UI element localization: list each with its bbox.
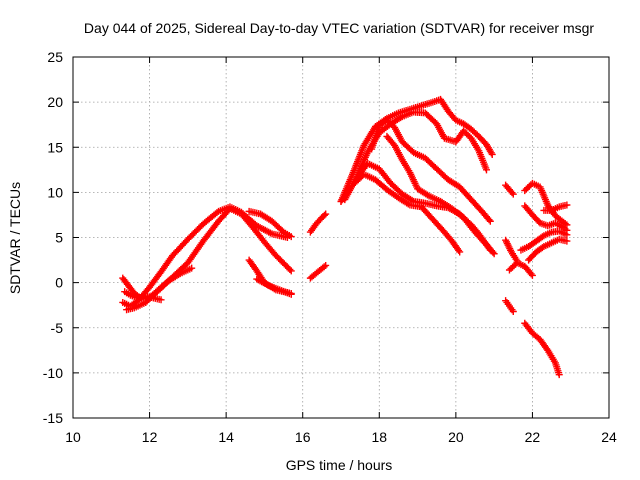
data-point — [482, 166, 490, 174]
chart-title: Day 044 of 2025, Sidereal Day-to-day VTE… — [84, 20, 594, 36]
data-point — [188, 264, 196, 272]
data-point — [287, 267, 295, 275]
y-tick-label: 0 — [55, 275, 63, 291]
data-point — [563, 237, 571, 245]
data-point — [563, 231, 571, 239]
data-point — [322, 261, 330, 269]
data-point — [287, 290, 295, 298]
data-point — [157, 296, 165, 304]
y-tick-label: 15 — [47, 139, 63, 155]
axis-ticks: 10 12 14 16 18 20 22 24 -15 -10 -5 0 5 10 15 20 25 — [43, 49, 617, 445]
series-track-25 — [525, 235, 571, 264]
data-point — [455, 246, 463, 254]
data-point — [508, 189, 516, 197]
y-tick-label: -10 — [43, 365, 63, 381]
data-point — [322, 210, 330, 218]
grid-lines — [73, 57, 609, 418]
data-point — [509, 190, 517, 198]
data-point — [320, 211, 328, 219]
series-track-15 — [383, 132, 498, 258]
x-tick-label: 16 — [295, 429, 311, 445]
y-tick-label: 20 — [47, 94, 63, 110]
series-track-22 — [540, 201, 571, 214]
y-tick-label: 25 — [47, 49, 63, 65]
data-point — [528, 271, 536, 279]
series-track-18 — [521, 319, 563, 379]
series-track-24 — [517, 227, 571, 254]
x-tick-label: 10 — [65, 429, 81, 445]
series-track-5 — [245, 207, 295, 241]
y-tick-label: 10 — [47, 184, 63, 200]
x-tick-label: 24 — [601, 429, 617, 445]
data-point — [563, 201, 571, 209]
data-point — [287, 233, 295, 241]
data-point — [509, 308, 517, 316]
data-point — [456, 248, 464, 256]
series-track-8 — [306, 261, 330, 282]
x-tick-label: 22 — [525, 429, 541, 445]
series-track-16 — [502, 181, 517, 198]
x-tick-label: 18 — [371, 429, 387, 445]
plot-frame — [72, 56, 610, 419]
data-point — [485, 216, 493, 224]
series-track-7 — [253, 275, 295, 298]
x-tick-label: 12 — [142, 429, 158, 445]
data-point — [488, 150, 496, 158]
data-point — [320, 263, 328, 271]
data-point — [486, 217, 494, 225]
series-track-1 — [119, 203, 291, 310]
series-track-23 — [521, 202, 571, 234]
x-tick-label: 14 — [218, 429, 234, 445]
y-tick-label: 5 — [55, 230, 63, 246]
y-axis-label: SDTVAR / TECUs — [7, 182, 23, 294]
x-tick-label: 20 — [448, 429, 464, 445]
series-track-12 — [368, 116, 494, 225]
series-track-9 — [306, 210, 330, 236]
data-point — [490, 250, 498, 258]
x-axis-label: GPS time / hours — [286, 457, 393, 473]
data-points — [119, 95, 571, 379]
series-track-2 — [123, 205, 295, 314]
y-tick-label: -5 — [51, 320, 64, 336]
y-tick-label: -15 — [43, 410, 63, 426]
series-track-4 — [121, 288, 165, 304]
data-point — [286, 265, 294, 273]
series-track-14 — [337, 170, 464, 256]
data-point — [489, 248, 497, 256]
data-point — [555, 371, 563, 379]
data-point — [527, 270, 535, 278]
series-track-20 — [505, 259, 536, 279]
series-track-17 — [502, 297, 517, 316]
